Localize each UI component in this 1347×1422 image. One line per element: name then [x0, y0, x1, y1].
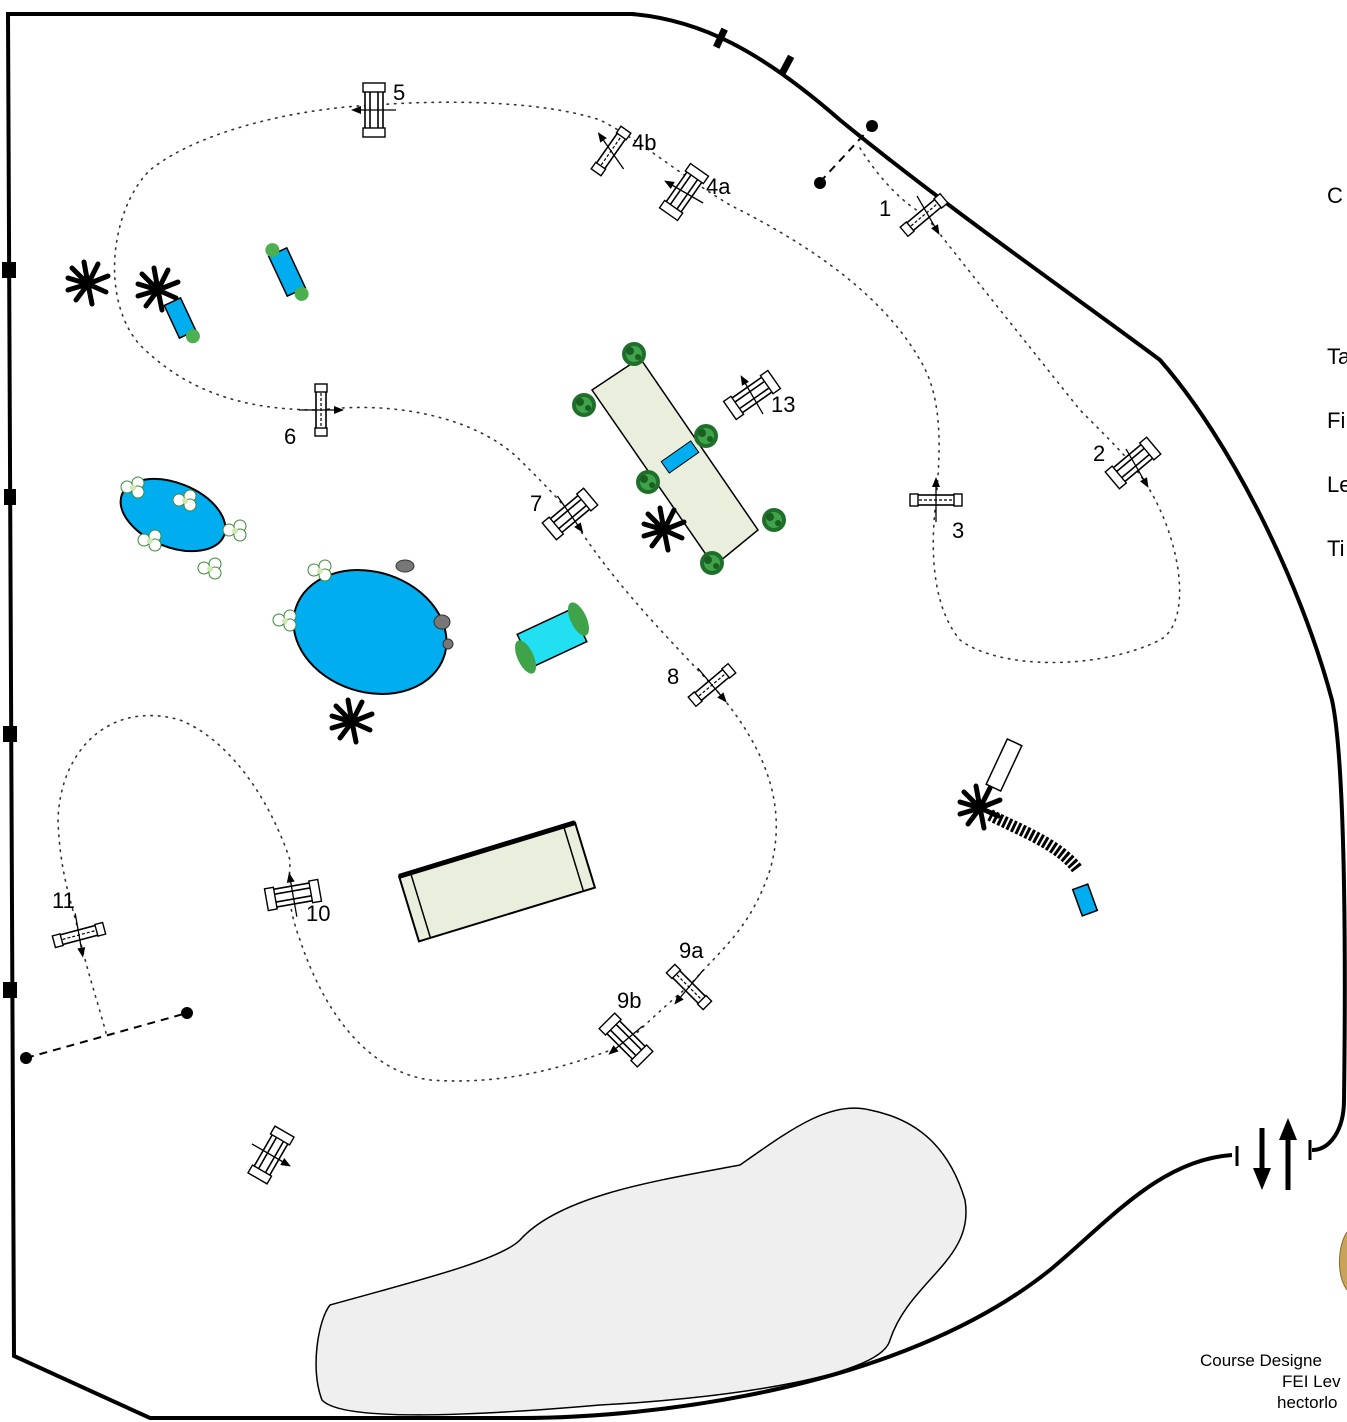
palm-icon — [68, 262, 108, 304]
water-tray — [163, 296, 200, 344]
designer-credit: Course Designe — [1200, 1351, 1322, 1370]
shrub-icon — [694, 424, 718, 448]
shrub-icon — [622, 342, 646, 366]
gate-marker — [778, 54, 795, 76]
water-tray — [265, 243, 309, 301]
bench-box — [397, 820, 597, 943]
shrub-icon — [572, 393, 596, 417]
finish-line — [20, 1007, 193, 1064]
jump-9a — [665, 963, 713, 1011]
designer-contact: hectorlo — [1277, 1393, 1337, 1412]
flower-icon — [307, 559, 332, 582]
jump-label: 5 — [393, 80, 405, 105]
wall-post — [3, 982, 17, 998]
jump-label: 7 — [530, 491, 542, 516]
jump-3 — [909, 476, 963, 523]
logo-fragment — [1339, 1231, 1347, 1291]
rock-icon — [395, 559, 454, 650]
sand-area — [315, 1107, 967, 1416]
jump-unnumbered — [247, 1125, 295, 1185]
gate-marker — [713, 27, 728, 49]
jump-5 — [350, 82, 397, 138]
wall-post — [2, 262, 16, 278]
jump-9b — [598, 1012, 654, 1068]
jump-8 — [687, 662, 737, 708]
jump-label: 11 — [52, 888, 75, 913]
wall-post — [3, 726, 17, 742]
jump-1 — [899, 192, 949, 238]
jump-label: 8 — [667, 664, 679, 689]
info-line: Le — [1327, 472, 1347, 497]
entrance-exit-icon — [1235, 1118, 1312, 1190]
flower-icon — [222, 519, 247, 542]
arena-border — [5, 12, 1347, 1420]
jump-11 — [51, 911, 107, 959]
tree-line — [985, 737, 1083, 874]
wall-post — [4, 489, 16, 505]
jump-label: 9b — [617, 988, 641, 1013]
info-line: C — [1327, 183, 1343, 208]
jump-7 — [541, 487, 599, 541]
jump-6 — [298, 383, 345, 437]
water-tray — [1071, 883, 1099, 917]
jump-label: 9a — [679, 938, 704, 963]
shrub-icon — [700, 551, 724, 575]
jump-label: 6 — [284, 424, 296, 449]
small-pond — [119, 477, 227, 553]
palm-icon — [332, 700, 372, 742]
flower-icon — [197, 557, 222, 580]
large-pond — [292, 569, 448, 695]
shrub-icon — [636, 470, 660, 494]
water-tray — [515, 602, 589, 674]
jump-label: 2 — [1093, 441, 1105, 466]
jump-label: 3 — [952, 518, 964, 543]
jump-label: 10 — [306, 901, 330, 926]
info-line: Fi — [1327, 408, 1345, 433]
riding-path — [57, 101, 1181, 1082]
info-line: Ti — [1327, 536, 1345, 561]
jump-label: 4a — [706, 174, 731, 199]
jump-label: 1 — [879, 196, 891, 221]
shrub-icon — [762, 508, 786, 532]
info-line: Ta — [1327, 344, 1347, 369]
flower-icon — [272, 609, 297, 632]
start-line — [814, 120, 878, 189]
designer-level: FEI Lev — [1282, 1372, 1341, 1391]
jump-label: 4b — [632, 130, 656, 155]
jump-label: 13 — [771, 392, 795, 417]
